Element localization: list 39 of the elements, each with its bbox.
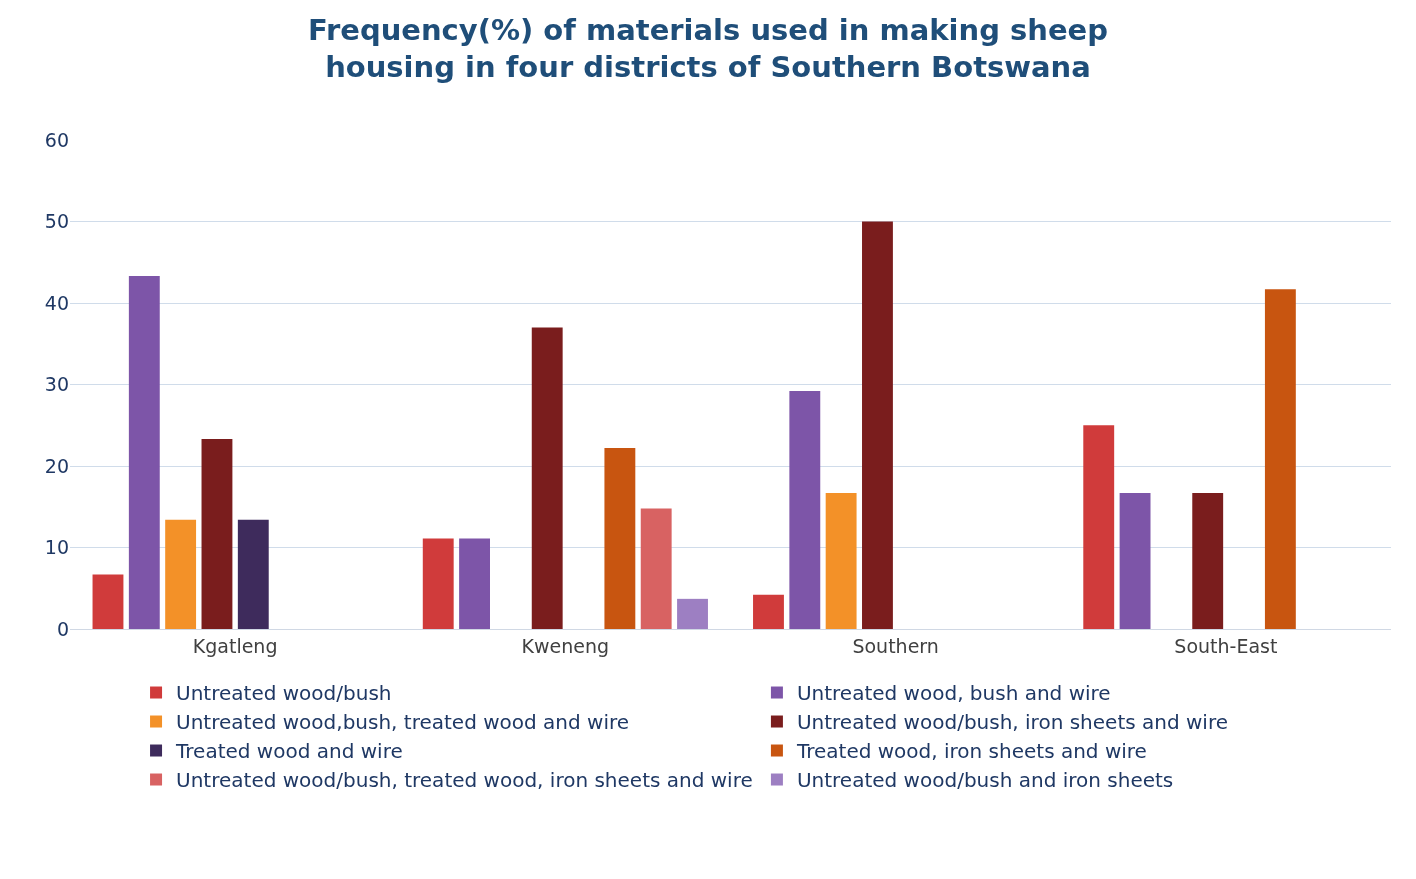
legend-label: Treated wood, iron sheets and wire	[795, 739, 1147, 764]
legend-label: Untreated wood/bush and iron sheets	[796, 768, 1174, 793]
bar	[825, 492, 857, 629]
x-tick-label: Kgatleng	[192, 634, 278, 657]
legend-label: Treated wood and wire	[175, 739, 403, 764]
bar	[640, 508, 672, 629]
x-tick-label: Kweneng	[521, 634, 610, 657]
bar	[1264, 289, 1296, 629]
bar	[789, 391, 821, 629]
legend-label: Untreated wood/bush	[176, 681, 392, 706]
y-tick-label: 50	[44, 210, 69, 233]
bar	[165, 519, 197, 629]
y-tick-label: 10	[44, 536, 69, 559]
bar	[604, 448, 636, 629]
y-tick-label: 0	[56, 617, 69, 640]
legend-label: Untreated wood, bush and wire	[796, 681, 1111, 706]
bar	[1192, 492, 1224, 629]
legend-label: Untreated wood/bush, treated wood, iron sheets and wire	[176, 768, 753, 793]
bar	[201, 439, 233, 629]
y-tick-label: 60	[44, 128, 69, 151]
legend-label: Untreated wood/bush, iron sheets and wire	[796, 710, 1228, 735]
legend-label: Untreated wood,bush, treated wood and wire	[176, 710, 630, 735]
bar	[677, 598, 708, 629]
bar	[459, 538, 490, 629]
y-tick-label: 30	[44, 373, 69, 396]
bar	[92, 574, 124, 629]
x-tick-label: Southern	[852, 634, 939, 657]
bar	[753, 594, 784, 629]
bar	[862, 221, 893, 629]
bar	[1119, 492, 1151, 629]
y-tick-label: 40	[44, 291, 69, 314]
bar	[128, 276, 160, 629]
chart-title: Frequency(%) of materials used in making sheep housing in four districts of Southern Botswana	[307, 12, 1109, 85]
x-tick-label: South-East	[1174, 634, 1278, 657]
y-tick-label: 20	[44, 454, 69, 477]
bar	[237, 519, 269, 629]
bar	[1083, 425, 1115, 629]
bar	[531, 327, 563, 629]
bar	[422, 538, 454, 629]
